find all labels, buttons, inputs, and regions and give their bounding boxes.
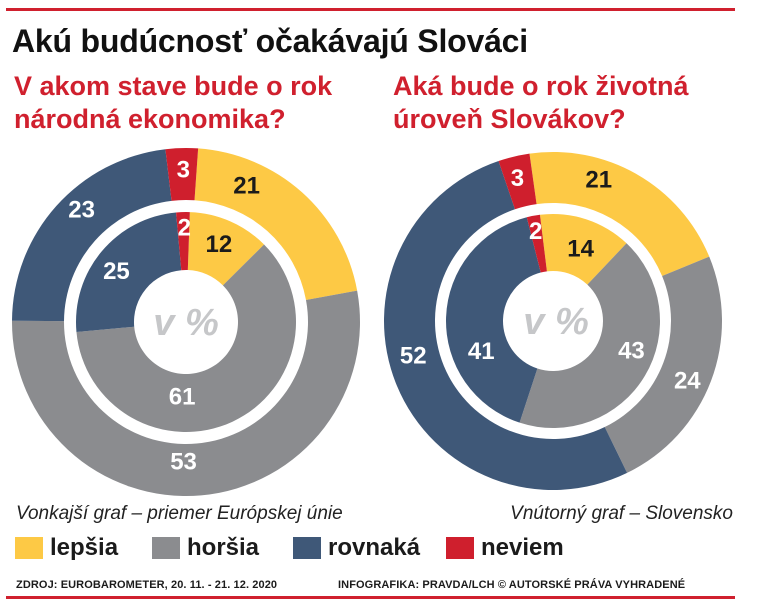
economy-inner-value-label-neviem: 2 xyxy=(178,215,191,242)
economy-outer-value-label-neviem: 3 xyxy=(177,157,190,184)
source-note: ZDROJ: EUROBAROMETER, 20. 11. - 21. 12. … xyxy=(16,579,278,591)
legend-label-rovnaka: rovnaká xyxy=(328,534,421,561)
top-red-rule xyxy=(6,8,735,11)
economy-outer-segment-rovnaka xyxy=(12,149,172,322)
legend-item-horsia: horšia xyxy=(152,534,272,561)
economy-inner-segment-rovnaka xyxy=(76,212,182,332)
living-standard-inner-value-label-neviem: 2 xyxy=(529,218,542,245)
living-standard-chart-title: Aká bude o rok životná úroveň Slovákov? xyxy=(393,71,689,134)
bottom-red-rule xyxy=(6,596,735,599)
economy-outer-value-label-rovnaka: 23 xyxy=(68,197,95,224)
living-standard-outer-segment-horsia xyxy=(604,256,722,473)
economy-center-unit-label: v % xyxy=(153,302,218,344)
economy-donut-chart: 21 53 23 3 12 61 25 2 xyxy=(11,147,361,497)
copyright-note: INFOGRAFIKA: PRAVDA/LCH © AUTORSKÉ PRÁVA… xyxy=(338,579,686,591)
legend-swatch-rovnaka xyxy=(293,537,321,559)
economy-inner-segment-neviem xyxy=(176,212,190,271)
outer-ring-caption: Vonkajší graf – priemer Európskej únie xyxy=(16,503,343,524)
legend-item-lepsia: lepšia xyxy=(15,534,135,561)
legend-label-neviem: neviem xyxy=(481,534,564,561)
legend-swatch-neviem xyxy=(446,537,474,559)
economy-outer-value-label-horsia: 53 xyxy=(170,448,197,475)
living-standard-inner-value-label-rovnaka: 41 xyxy=(468,338,495,365)
economy-outer-segment-horsia xyxy=(11,290,361,497)
economy-inner-segment-horsia xyxy=(76,244,296,432)
living-standard-outer-segment-lepsia xyxy=(529,152,710,277)
economy-inner-value-label-rovnaka: 25 xyxy=(103,258,130,285)
legend-swatch-lepsia xyxy=(15,537,43,559)
economy-inner-value-label-horsia: 61 xyxy=(169,383,196,410)
living-standard-inner-segment-neviem xyxy=(526,214,547,273)
living-standard-outer-value-label-neviem: 3 xyxy=(511,165,524,192)
economy-outer-segment-lepsia xyxy=(194,148,358,300)
living-standard-donut-chart: 21 24 52 3 14 43 41 2 xyxy=(383,152,722,491)
legend-swatch-horsia xyxy=(152,537,180,559)
economy-chart-title: V akom stave bude o rok národná ekonomik… xyxy=(14,71,333,134)
infographic-title: Akú budúcnosť očakávajú Slováci xyxy=(12,23,528,59)
living-standard-outer-segment-neviem xyxy=(498,153,537,210)
living-standard-inner-segment-rovnaka xyxy=(446,217,541,423)
inner-ring-caption: Vnútorný graf – Slovensko xyxy=(510,503,733,524)
legend-label-lepsia: lepšia xyxy=(50,534,119,561)
living-standard-inner-segment-lepsia xyxy=(539,214,627,285)
living-standard-inner-value-label-horsia: 43 xyxy=(618,338,645,365)
legend-item-neviem: neviem xyxy=(446,534,566,561)
living-standard-outer-segment-rovnaka xyxy=(383,161,628,491)
economy-outer-value-label-lepsia: 21 xyxy=(233,172,260,199)
living-standard-outer-value-label-horsia: 24 xyxy=(674,367,701,394)
living-standard-outer-value-label-rovnaka: 52 xyxy=(400,342,427,369)
economy-outer-segment-neviem xyxy=(165,147,199,201)
economy-inner-segment-lepsia xyxy=(187,212,265,286)
legend-item-rovnaka: rovnaká xyxy=(293,535,420,561)
legend-label-horsia: horšia xyxy=(187,534,260,561)
living-standard-center-unit-label: v % xyxy=(523,301,588,343)
living-standard-inner-value-label-lepsia: 14 xyxy=(567,236,594,263)
living-standard-outer-value-label-lepsia: 21 xyxy=(585,167,612,194)
economy-inner-value-label-lepsia: 12 xyxy=(205,231,232,258)
living-standard-inner-segment-horsia xyxy=(519,243,660,429)
